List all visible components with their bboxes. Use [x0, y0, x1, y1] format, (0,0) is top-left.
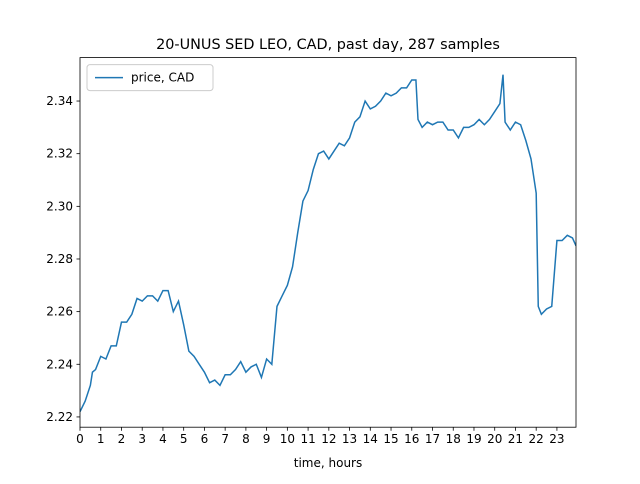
- x-tick-label: 2: [118, 432, 126, 446]
- x-tick-label: 21: [508, 432, 523, 446]
- x-tick-label: 15: [383, 432, 398, 446]
- y-tick-label: 2.22: [46, 410, 73, 424]
- y-tick-label: 2.30: [46, 199, 73, 213]
- x-tick-label: 4: [159, 432, 167, 446]
- x-tick-label: 12: [321, 432, 336, 446]
- chart-title: 20-UNUS SED LEO, CAD, past day, 287 samp…: [156, 37, 500, 53]
- x-tick-label: 8: [242, 432, 250, 446]
- x-tick-label: 16: [404, 432, 419, 446]
- y-tick-label: 2.28: [46, 252, 73, 266]
- y-tick-label: 2.24: [46, 357, 73, 371]
- x-tick-label: 14: [363, 432, 378, 446]
- x-tick-label: 23: [549, 432, 564, 446]
- x-tick-label: 10: [280, 432, 295, 446]
- x-tick-label: 22: [529, 432, 544, 446]
- x-tick-label: 17: [425, 432, 440, 446]
- x-tick-label: 9: [263, 432, 271, 446]
- legend-label: price, CAD: [131, 71, 194, 85]
- y-tick-label: 2.34: [46, 94, 73, 108]
- x-tick-label: 1: [97, 432, 105, 446]
- x-tick-label: 11: [300, 432, 315, 446]
- x-tick-label: 0: [76, 432, 84, 446]
- x-tick-label: 13: [342, 432, 357, 446]
- x-axis-label: time, hours: [294, 456, 362, 470]
- plot-frame: [79, 57, 577, 428]
- y-tick-label: 2.32: [46, 147, 73, 161]
- y-tick-label: 2.26: [46, 305, 73, 319]
- x-tick-label: 3: [138, 432, 146, 446]
- x-tick-label: 19: [466, 432, 481, 446]
- x-tick-label: 18: [446, 432, 461, 446]
- x-tick-label: 5: [180, 432, 188, 446]
- x-tick-label: 7: [221, 432, 229, 446]
- legend-box: [86, 64, 214, 92]
- x-tick-label: 6: [201, 432, 209, 446]
- line-series: [80, 74, 576, 413]
- x-tick-label: 20: [487, 432, 502, 446]
